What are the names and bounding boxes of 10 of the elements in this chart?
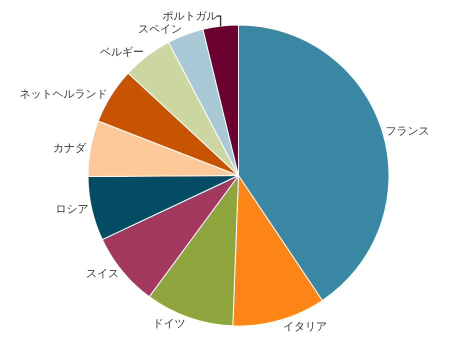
- slice-label: ポルトガル: [162, 10, 218, 23]
- slice-label: ネットヘルランド: [20, 87, 108, 100]
- slice-label: イタリア: [282, 320, 327, 333]
- slice-label: ベルギー: [100, 45, 144, 58]
- slice-label: ドイツ: [152, 316, 186, 330]
- slice-label: スペイン: [138, 22, 182, 36]
- slice-label: ロシア: [55, 202, 88, 216]
- slice-label: スイス: [86, 267, 119, 280]
- slice-label: フランス: [386, 124, 430, 138]
- slice-label: カナダ: [53, 142, 88, 155]
